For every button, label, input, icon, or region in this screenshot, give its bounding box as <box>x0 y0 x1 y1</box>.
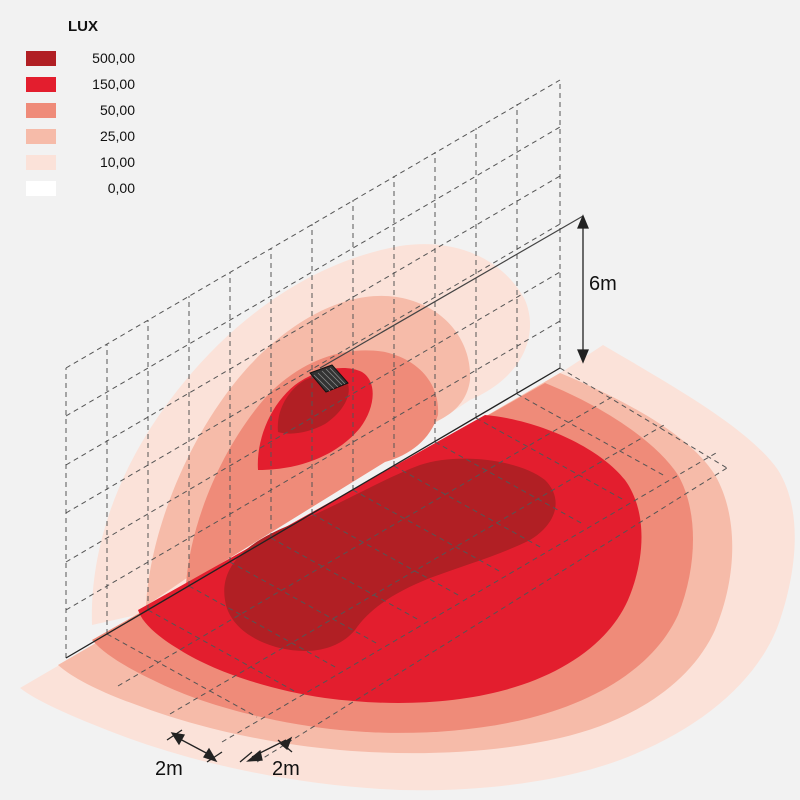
legend-value: 0,00 <box>107 180 135 196</box>
legend-item: 0,00 <box>26 175 136 201</box>
luminaire-icon <box>309 364 349 393</box>
height-dimension-label: 6m <box>589 273 617 295</box>
floor-grid <box>106 367 728 763</box>
legend-title: LUX <box>68 18 98 35</box>
floor-illuminance-zones <box>20 345 795 791</box>
depth-dimension <box>166 729 223 763</box>
legend-swatch <box>26 50 56 66</box>
legend-value: 25,00 <box>99 128 135 144</box>
legend-item: 10,00 <box>26 149 136 175</box>
wall-grid <box>65 79 561 658</box>
legend-swatch <box>26 128 56 144</box>
legend-value: 150,00 <box>92 76 135 92</box>
legend-item: 50,00 <box>26 97 136 123</box>
height-dimension <box>577 214 589 364</box>
legend-swatch <box>26 154 56 170</box>
legend-item: 25,00 <box>26 123 136 149</box>
mounting-height-guide <box>319 215 584 369</box>
legend-swatch <box>26 76 56 92</box>
width-dimension-label: 2m <box>272 758 300 780</box>
width-dimension <box>239 736 293 763</box>
legend-item: 150,00 <box>26 71 136 97</box>
floor-zone-500 <box>224 458 556 651</box>
legend-item: 500,00 <box>26 45 136 71</box>
legend-value: 500,00 <box>92 50 135 66</box>
legend-value: 10,00 <box>99 154 135 170</box>
lux-legend: LUX 500,00 150,00 50,00 25,00 10,00 0,00 <box>26 18 136 201</box>
legend-value: 50,00 <box>99 102 135 118</box>
depth-dimension-label: 2m <box>155 758 183 780</box>
legend-swatch <box>26 102 56 118</box>
floor-wall-edge <box>65 367 561 659</box>
legend-swatch <box>26 180 56 196</box>
